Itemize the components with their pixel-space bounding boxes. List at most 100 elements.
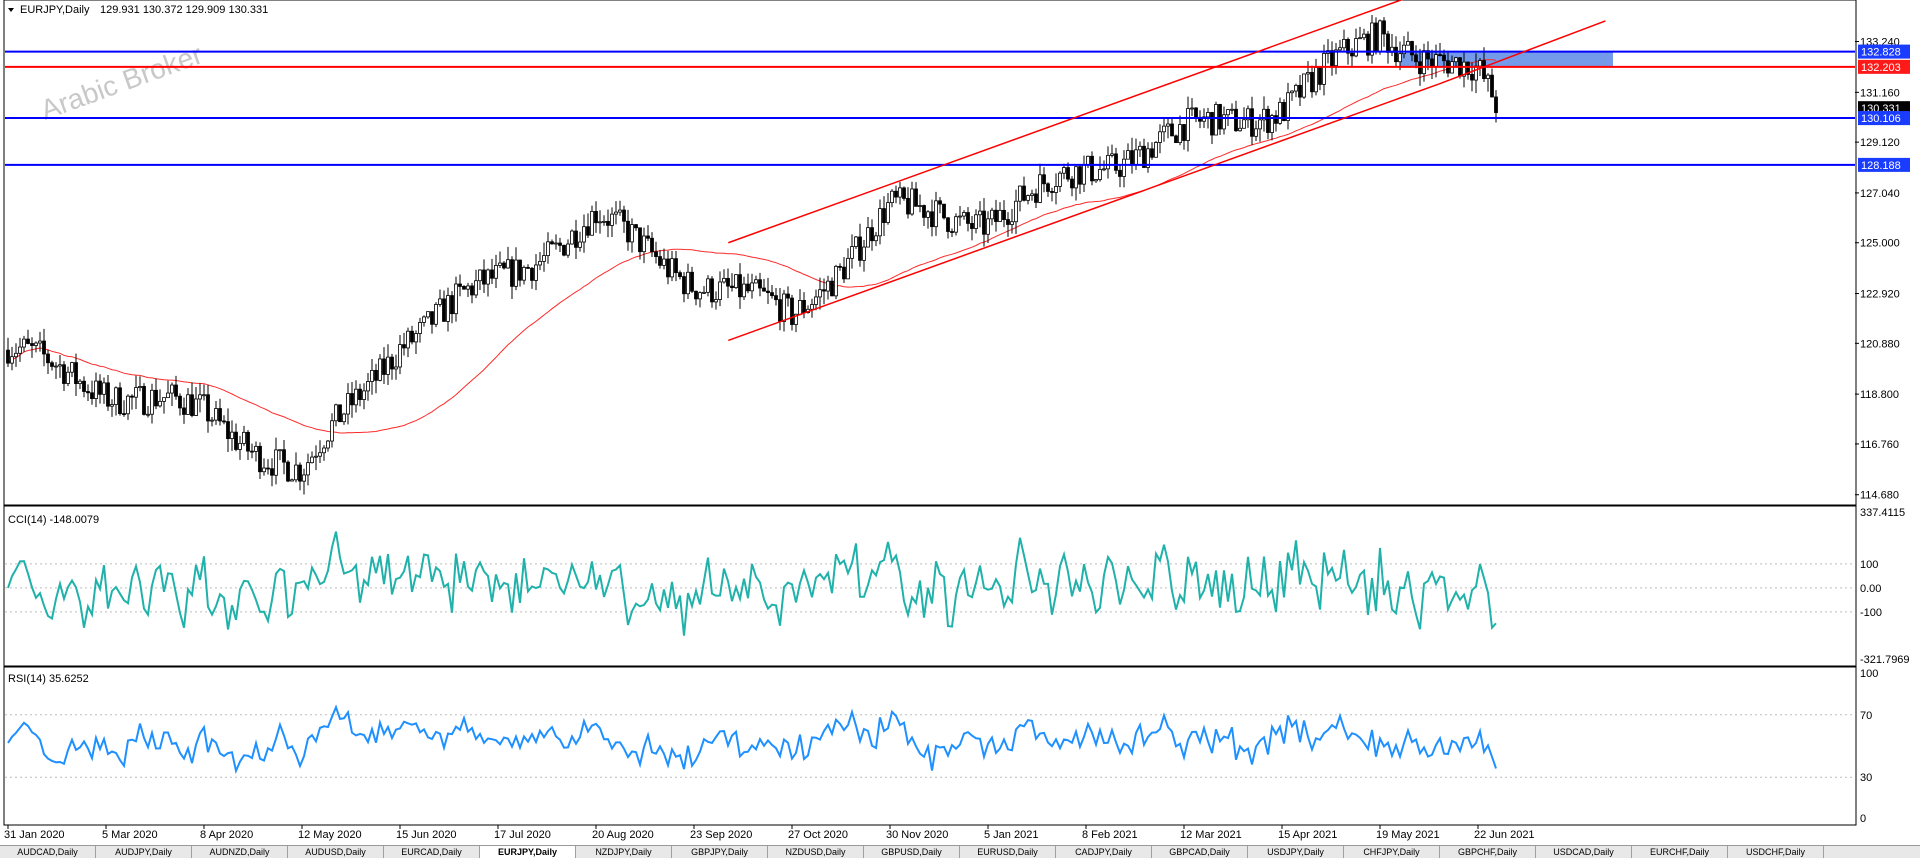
candle-body xyxy=(42,340,46,355)
candle-body xyxy=(206,394,210,422)
tab-audnzd-daily[interactable]: AUDNZD,Daily xyxy=(192,846,288,858)
candle-body xyxy=(86,391,90,394)
candle-body xyxy=(658,256,662,266)
candle-body xyxy=(146,413,150,416)
tab-nzdjpy-daily[interactable]: NZDJPY,Daily xyxy=(576,846,672,858)
candle-body xyxy=(882,208,886,223)
candle-body xyxy=(1430,58,1434,67)
candle-body xyxy=(130,395,134,398)
candle-body xyxy=(1162,125,1166,133)
candle-body xyxy=(198,394,202,400)
tab-gbpcad-daily[interactable]: GBPCAD,Daily xyxy=(1152,846,1248,858)
candle-body xyxy=(1422,50,1426,75)
tab-usdcad-daily[interactable]: USDCAD,Daily xyxy=(1536,846,1632,858)
tab-eurchf-daily[interactable]: EURCHF,Daily xyxy=(1632,846,1728,858)
candle-body xyxy=(1434,54,1438,67)
candle-body xyxy=(734,274,738,289)
tab-nzdusd-daily[interactable]: NZDUSD,Daily xyxy=(768,846,864,858)
candle-body xyxy=(482,269,486,285)
tab-eurjpy-daily[interactable]: EURJPY,Daily xyxy=(480,846,576,858)
candle-body xyxy=(294,464,298,481)
candle-body xyxy=(458,283,462,287)
channel-upper-line xyxy=(728,0,1404,244)
candle-body xyxy=(1258,119,1262,130)
candle-body xyxy=(1346,38,1350,54)
candle-body xyxy=(502,262,506,269)
moving-average-layer xyxy=(7,59,1497,434)
candle-body xyxy=(1146,148,1150,168)
candle-body xyxy=(158,400,162,407)
candle-body xyxy=(386,356,390,375)
candle-body xyxy=(342,413,346,423)
candle-body xyxy=(1278,102,1282,124)
candle-body xyxy=(1190,107,1194,110)
candle-body xyxy=(406,330,410,349)
tab-audcad-daily[interactable]: AUDCAD,Daily xyxy=(0,846,96,858)
candle-body xyxy=(922,205,926,218)
rsi-panel-frame xyxy=(3,666,1857,826)
tab-eurcad-daily[interactable]: EURCAD,Daily xyxy=(384,846,480,858)
candle-body xyxy=(122,413,126,416)
price-tick-label: 131.160 xyxy=(1860,87,1900,99)
candle-body xyxy=(1018,185,1022,202)
candle-body xyxy=(878,208,882,237)
candle-body xyxy=(178,395,182,409)
time-tick-label: 8 Apr 2020 xyxy=(200,829,253,841)
candle-body xyxy=(798,300,802,315)
candle-body xyxy=(1486,74,1490,79)
candle-body xyxy=(746,283,750,292)
candle-body xyxy=(362,390,366,400)
candle-body xyxy=(938,200,942,205)
rsi-tick-label: 70 xyxy=(1860,710,1872,722)
candle-body xyxy=(602,220,606,223)
candle-body xyxy=(678,272,682,277)
tab-audjpy-daily[interactable]: AUDJPY,Daily xyxy=(96,846,192,858)
symbol-dropdown-icon[interactable] xyxy=(8,8,14,12)
candle-body xyxy=(682,276,686,295)
price-tick-label: 116.760 xyxy=(1860,439,1899,451)
candle-body xyxy=(578,241,582,248)
candle-body xyxy=(930,211,934,228)
candle-body xyxy=(222,420,226,423)
tab-usdchf-daily[interactable]: USDCHF,Daily xyxy=(1728,846,1824,858)
tab-cadjpy-daily[interactable]: CADJPY,Daily xyxy=(1056,846,1152,858)
candle-body xyxy=(118,387,122,415)
candle-body xyxy=(638,227,642,253)
candle-body xyxy=(1130,150,1134,166)
candle-body xyxy=(858,236,862,261)
candle-body xyxy=(1166,123,1170,127)
price-tag-130.106-front: 130.106 xyxy=(1861,113,1901,125)
tab-audusd-daily[interactable]: AUDUSD,Daily xyxy=(288,846,384,858)
time-tick-label: 30 Nov 2020 xyxy=(886,829,948,841)
cci-title: CCI(14) -148.0079 xyxy=(8,514,99,526)
candle-body xyxy=(30,343,34,346)
price-tick-label: 129.120 xyxy=(1860,137,1900,149)
candle-body xyxy=(494,265,498,279)
tab-chfjpy-daily[interactable]: CHFJPY,Daily xyxy=(1344,846,1440,858)
tab-usdjpy-daily[interactable]: USDJPY,Daily xyxy=(1248,846,1344,858)
candle-body xyxy=(1394,46,1398,63)
candle-body xyxy=(1462,61,1466,77)
tab-gbpchf-daily[interactable]: GBPCHF,Daily xyxy=(1440,846,1536,858)
tab-eurusd-daily[interactable]: EURUSD,Daily xyxy=(960,846,1056,858)
candle-body xyxy=(14,352,18,358)
tab-gbpusd-daily[interactable]: GBPUSD,Daily xyxy=(864,846,960,858)
candle-body xyxy=(1078,166,1082,185)
candle-body xyxy=(810,304,814,310)
candle-body xyxy=(62,364,66,384)
candle-body xyxy=(1302,73,1306,98)
candle-body xyxy=(1474,65,1478,81)
candle-body xyxy=(778,299,782,322)
price-tick-label: 114.680 xyxy=(1860,490,1899,502)
candle-body xyxy=(538,260,542,266)
candle-body xyxy=(774,295,778,301)
candle-body xyxy=(766,290,770,294)
candle-body xyxy=(1318,67,1322,85)
price-tick-label: 120.880 xyxy=(1860,338,1900,350)
candle-body xyxy=(1366,33,1370,56)
candle-body xyxy=(1322,53,1326,85)
candle-body xyxy=(1266,108,1270,133)
tab-gbpjpy-daily[interactable]: GBPJPY,Daily xyxy=(672,846,768,858)
candle-body xyxy=(378,358,382,381)
